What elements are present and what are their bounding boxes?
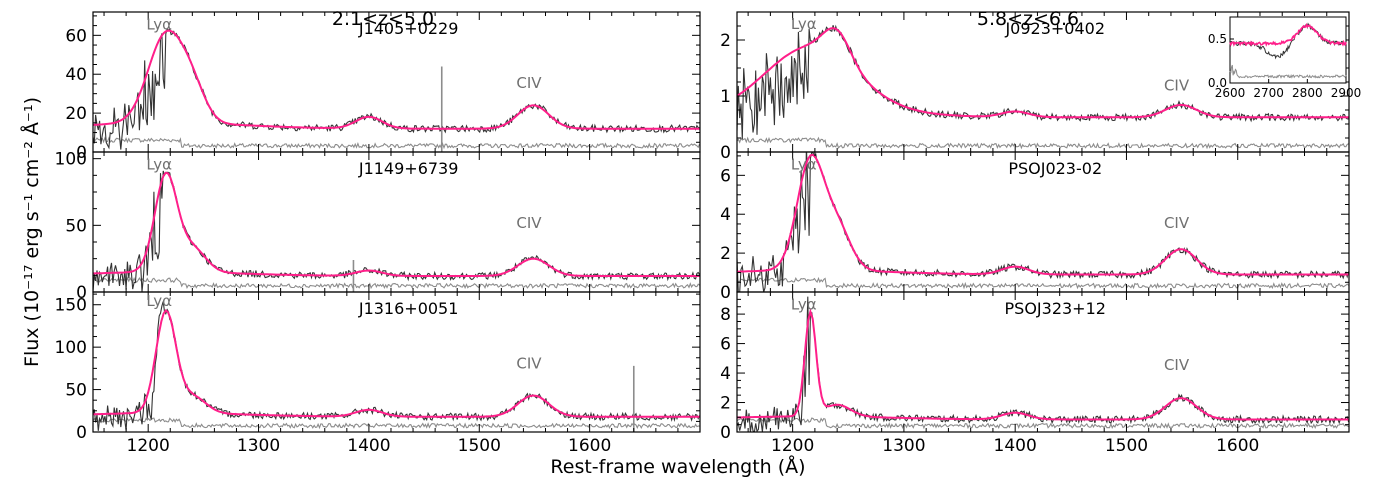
y-tick-label: 100: [55, 150, 87, 170]
y-tick-label: 0: [720, 283, 731, 303]
inset-plot: 2600 2700 2800 2900 0.0 0.5: [1208, 16, 1362, 100]
panel-left-1: 0 20 40 60 J1405+0229 Lyα CIV: [65, 11, 701, 163]
y-tick-label: 150: [55, 296, 87, 316]
emission-line-label: Lyα: [791, 156, 817, 174]
y-tick-label: 60: [65, 26, 87, 46]
y-tick-label: 0: [720, 143, 731, 163]
error-spectrum: [737, 276, 1349, 290]
x-tick-label: 1300: [237, 436, 280, 456]
emission-line-label: Lyα: [791, 15, 817, 33]
x-tick-label: 1500: [458, 436, 501, 456]
model-spectrum: [93, 171, 700, 277]
model-spectrum: [737, 27, 1349, 119]
error-spectrum: [93, 417, 700, 430]
inset-y-tick-label: 0.5: [1208, 32, 1227, 46]
x-tick-label: 1500: [1105, 436, 1148, 456]
emission-line-label: Lyα: [146, 292, 172, 310]
y-tick-label: 0: [76, 423, 87, 443]
model-spectrum: [93, 309, 700, 418]
x-tick-label: 1200: [127, 436, 170, 456]
emission-line-label: CIV: [1164, 214, 1190, 232]
axes-frame: [92, 291, 701, 433]
y-tick-label: 2: [720, 31, 731, 51]
panel-title: J1316+0051: [358, 299, 459, 318]
y-tick-label: 50: [65, 216, 87, 236]
y-tick-label: 20: [65, 104, 87, 124]
observed-spectrum: [93, 170, 700, 292]
x-tick-label: 1200: [771, 436, 814, 456]
error-spectrum: [737, 416, 1349, 430]
model-spectrum: [737, 153, 1349, 276]
y-tick-label: 6: [720, 335, 731, 355]
y-tick-label: 4: [720, 205, 731, 225]
panel-title: PSOJ323+12: [1005, 299, 1106, 318]
error-spectrum: [93, 136, 700, 150]
inset-x-tick-label: 2600: [1215, 86, 1246, 100]
y-tick-label: 40: [65, 65, 87, 85]
panel-right-3: 1200 1300 1400 1500 1600 0 2 4 6 8 PSOJ323+12 Lyα CI…: [720, 291, 1350, 456]
emission-line-label: Lyα: [146, 155, 172, 173]
emission-line-label: Lyα: [146, 16, 172, 34]
model-spectrum: [93, 29, 700, 130]
y-tick-label: 4: [720, 364, 731, 384]
y-tick-label: 1: [720, 87, 731, 107]
panel-title: J1405+0229: [358, 19, 459, 38]
y-tick-label: 100: [55, 338, 87, 358]
x-axis-title: Rest-frame wavelength (Å): [550, 455, 805, 478]
y-axis-title: Flux (10⁻¹⁷ erg s⁻¹ cm⁻² Å⁻¹): [20, 97, 43, 367]
y-tick-label: 0: [76, 283, 87, 303]
axes-frame: [736, 291, 1350, 433]
inset-x-tick-label: 2700: [1253, 86, 1284, 100]
panel-title: PSOJ023-02: [1008, 159, 1102, 178]
column-title-left: 2.1<z<5.0: [332, 8, 434, 30]
y-tick-label: 50: [65, 381, 87, 401]
panel-title: J0923+0402: [1004, 19, 1105, 38]
emission-line-label: Lyα: [791, 296, 817, 314]
panel-right-1: 0 1 2 J0923+0402 Lyα CIV 2600 2700 2800 2900 0.0 0.…: [720, 11, 1362, 163]
inset-frame: [1229, 16, 1347, 84]
x-tick-label: 1300: [882, 436, 925, 456]
emission-line-label: CIV: [516, 214, 542, 232]
panel-left-2: 0 50 100 J1149+6739 Lyα CIV: [55, 150, 701, 303]
column-title-right: 5.8<z<6.6: [977, 8, 1079, 30]
y-tick-label: 2: [720, 244, 731, 264]
y-tick-label: 0: [76, 143, 87, 163]
inset-x-tick-label: 2800: [1292, 86, 1323, 100]
inset-y-tick-label: 0.0: [1208, 76, 1227, 90]
panel-left-3: 1200 1300 1400 1500 1600 0 50 100 150 J1316+0051 L…: [55, 291, 701, 456]
y-tick-label: 6: [720, 166, 731, 186]
emission-line-label: CIV: [1164, 76, 1190, 94]
error-spectrum: [93, 276, 700, 290]
inset-error-spectrum: [1229, 64, 1347, 79]
x-tick-label: 1600: [568, 436, 611, 456]
y-tick-label: 0: [720, 423, 731, 443]
panel-title: J1149+6739: [358, 159, 459, 178]
panel-right-2: 0 2 4 6 PSOJ023-02 Lyα CIV: [720, 151, 1350, 303]
model-spectrum: [737, 307, 1349, 421]
y-tick-label: 2: [720, 394, 731, 414]
observed-spectrum: [93, 301, 700, 431]
emission-line-label: CIV: [1164, 356, 1190, 374]
inset-model-spectrum: [1229, 22, 1347, 47]
emission-line-label: CIV: [516, 354, 542, 372]
x-tick-label: 1400: [994, 436, 1037, 456]
emission-line-label: CIV: [516, 74, 542, 92]
error-spectrum: [737, 136, 1349, 150]
x-tick-label: 1600: [1216, 436, 1259, 456]
y-tick-label: 8: [720, 305, 731, 325]
inset-x-tick-label: 2900: [1331, 86, 1362, 100]
x-tick-label: 1400: [347, 436, 390, 456]
